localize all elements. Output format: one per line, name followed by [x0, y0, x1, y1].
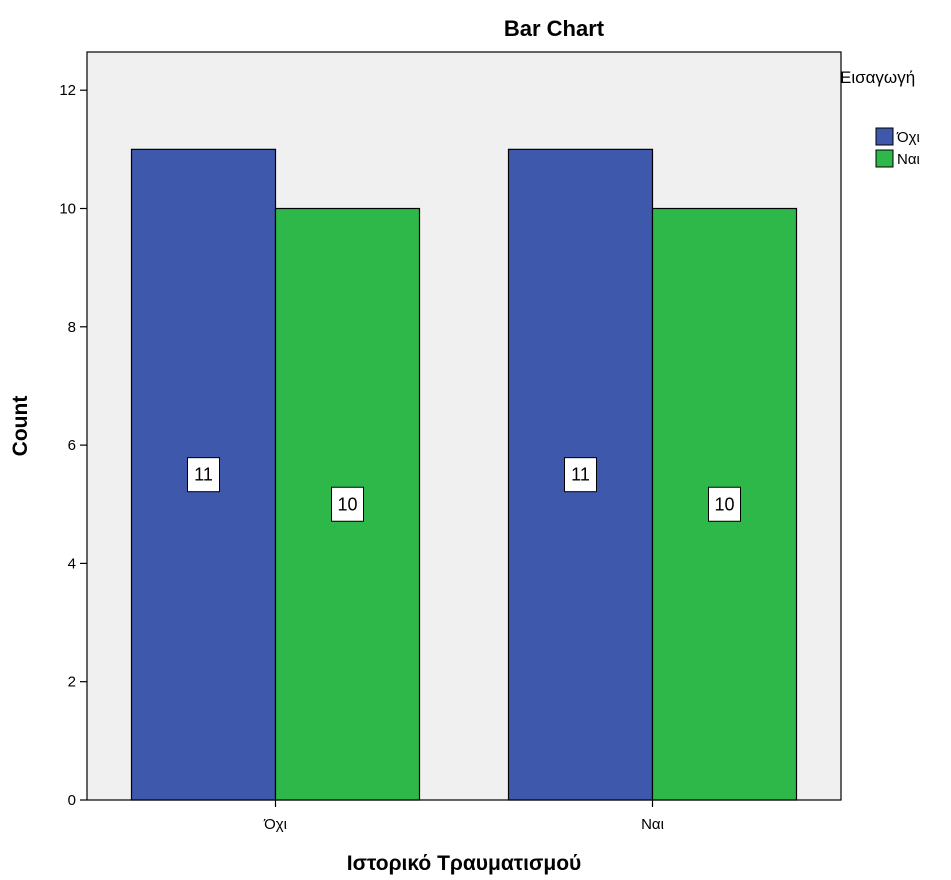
x-tick-label: Όχι — [263, 816, 287, 833]
y-axis-title: Count — [9, 396, 32, 457]
legend: Εισαγωγή Όχι Ναι — [840, 68, 920, 168]
data-label: 10 — [337, 494, 357, 514]
y-tick-label: 0 — [68, 792, 76, 809]
y-tick-label: 4 — [68, 555, 76, 572]
legend-swatch — [875, 149, 894, 168]
legend-label: Όχι — [896, 129, 920, 146]
x-axis: Όχι Ναι — [263, 800, 664, 833]
y-tick-label: 12 — [59, 82, 76, 99]
y-tick-label: 8 — [68, 319, 76, 336]
data-label: 11 — [571, 465, 590, 485]
y-tick-label: 10 — [59, 201, 76, 218]
y-tick-label: 6 — [68, 437, 76, 454]
data-label-box — [187, 457, 220, 493]
legend-title: Εισαγωγή — [840, 68, 915, 87]
legend-swatch — [875, 127, 894, 146]
data-label: 11 — [194, 465, 213, 485]
legend-label: Ναι — [897, 151, 920, 168]
y-axis: 0 2 4 6 8 10 12 — [59, 82, 87, 809]
x-tick-label: Ναι — [641, 816, 664, 833]
data-label-box — [708, 486, 741, 522]
chart-title: Bar Chart — [504, 16, 605, 41]
data-label: 10 — [714, 494, 734, 514]
data-label-box — [564, 457, 597, 493]
data-label-box — [331, 486, 364, 522]
x-axis-title: Ιστορικό Τραυματισμού — [347, 852, 582, 875]
y-tick-label: 2 — [68, 674, 76, 691]
data-labels-group: 11 10 11 10 — [187, 457, 741, 522]
